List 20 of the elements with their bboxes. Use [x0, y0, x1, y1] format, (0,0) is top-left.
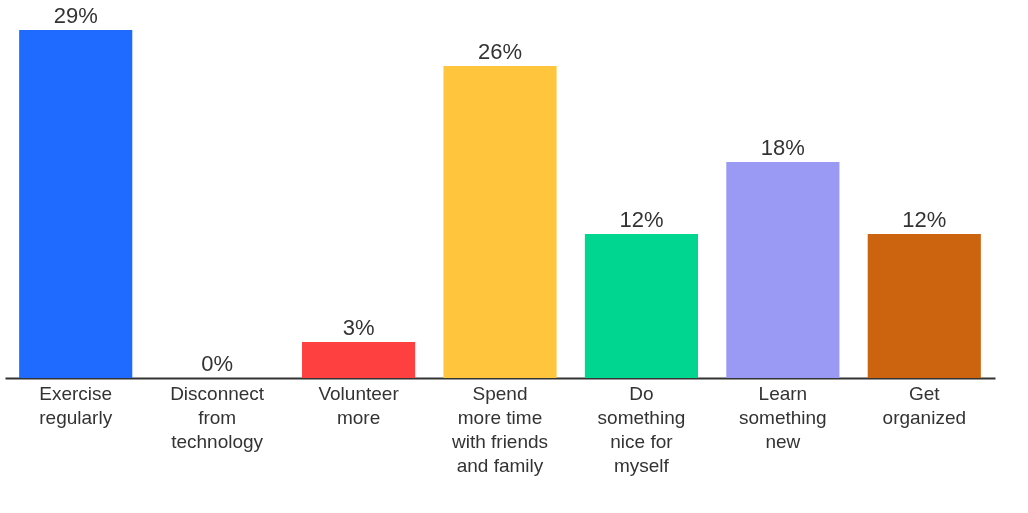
data-label: 12% [619, 207, 664, 232]
data-label: 0% [201, 351, 234, 376]
bar [443, 66, 557, 378]
bar [867, 234, 981, 378]
data-label: 26% [477, 39, 523, 64]
data-label: 3% [342, 315, 375, 340]
x-tick-label: Volunteer more [318, 382, 400, 428]
x-tick-label: Do something nice for myself [597, 382, 686, 476]
bar [302, 342, 416, 378]
x-tick-label: Disconnect from technology [170, 382, 265, 452]
data-label: 12% [902, 207, 947, 232]
x-tick-label: Exercise regularly [39, 382, 113, 428]
x-tick-label: Spend more time with friends and family [450, 382, 549, 476]
bar [584, 234, 698, 378]
data-label: 29% [53, 3, 98, 28]
data-label: 18% [760, 135, 805, 160]
x-tick-label: Get organized [882, 382, 967, 428]
bar [19, 30, 133, 378]
bar [726, 162, 840, 378]
x-tick-label: Learn something new [739, 382, 827, 452]
